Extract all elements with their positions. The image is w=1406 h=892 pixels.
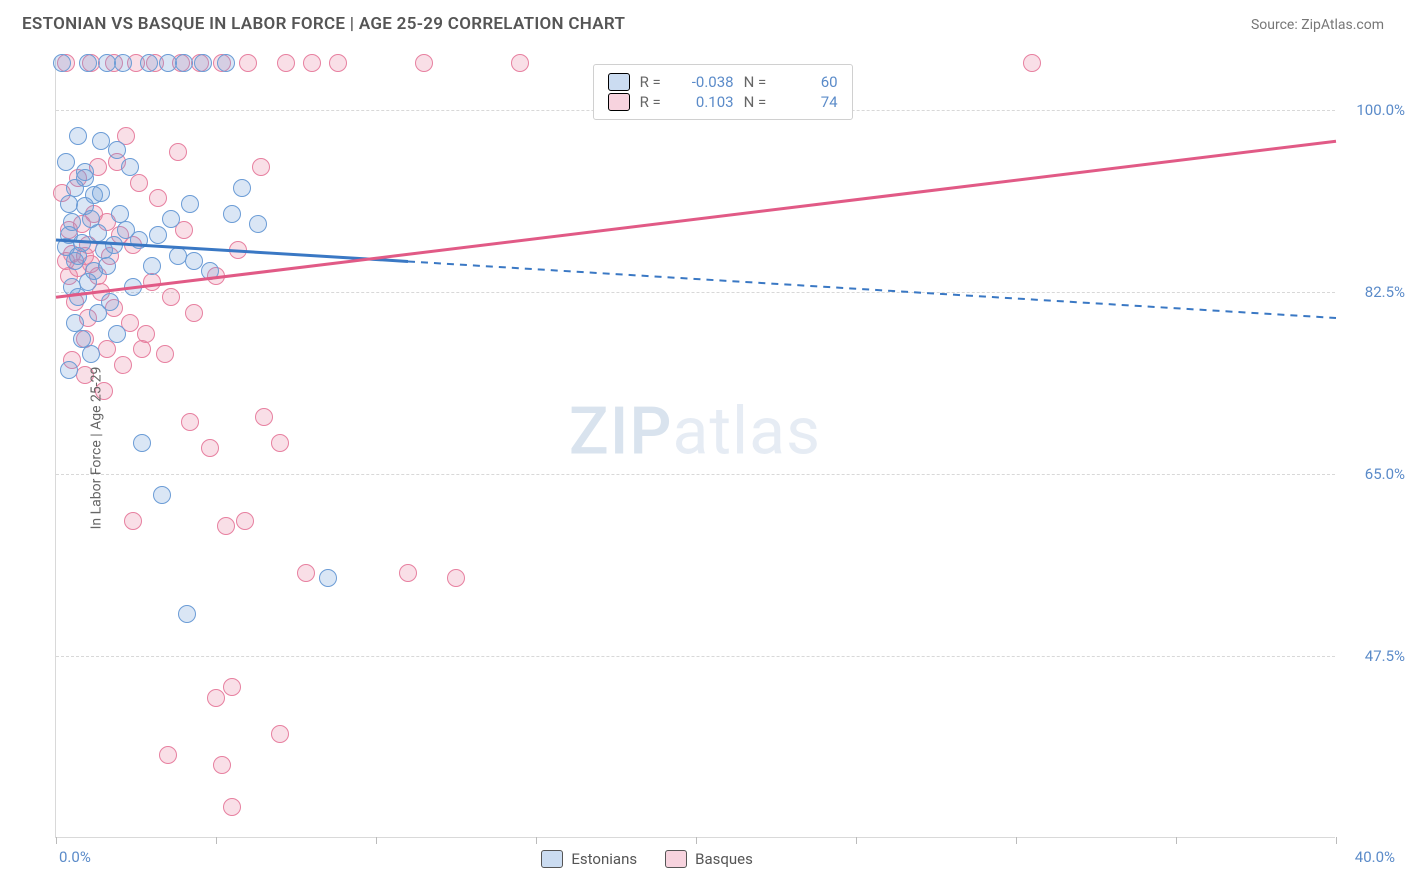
chart-title: ESTONIAN VS BASQUE IN LABOR FORCE | AGE … (22, 14, 625, 34)
legend-item-a: Estonians (541, 850, 637, 868)
legend-r-a: -0.038 (680, 73, 734, 91)
legend-n-label: N = (744, 93, 774, 111)
x-tick (1176, 837, 1177, 844)
y-tick-label: 82.5% (1365, 283, 1405, 301)
legend-r-label: R = (640, 93, 670, 111)
legend-row-b: R = 0.103 N = 74 (608, 93, 838, 111)
x-axis-max-label: 40.0% (1355, 848, 1395, 866)
legend-n-a: 60 (784, 73, 838, 91)
x-tick (216, 837, 217, 844)
swatch-series-b (608, 93, 630, 111)
series-a-name: Estonians (571, 850, 637, 868)
legend-n-label: N = (744, 73, 774, 91)
x-tick (376, 837, 377, 844)
y-tick-label: 100.0% (1356, 101, 1405, 119)
y-tick-label: 65.0% (1365, 465, 1405, 483)
series-b-name: Basques (695, 850, 753, 868)
legend-item-b: Basques (665, 850, 753, 868)
x-tick (856, 837, 857, 844)
y-tick-label: 47.5% (1365, 647, 1405, 665)
correlation-legend: R = -0.038 N = 60 R = 0.103 N = 74 (593, 64, 853, 120)
series-legend: Estonians Basques (541, 850, 752, 868)
legend-r-b: 0.103 (680, 93, 734, 111)
plot-frame: 100.0%82.5%65.0%47.5% (55, 58, 1335, 838)
x-tick (696, 837, 697, 844)
legend-n-b: 74 (784, 93, 838, 111)
x-tick (1336, 837, 1337, 844)
chart-area: 100.0%82.5%65.0%47.5% In Labor Force | A… (55, 58, 1335, 838)
y-axis-label: In Labor Force | Age 25-29 (88, 367, 104, 530)
swatch-series-a (608, 73, 630, 91)
swatch-series-b (665, 850, 687, 868)
source-attribution: Source: ZipAtlas.com (1251, 17, 1384, 33)
legend-r-label: R = (640, 73, 670, 91)
legend-row-a: R = -0.038 N = 60 (608, 73, 838, 91)
x-tick (536, 837, 537, 844)
x-tick (1016, 837, 1017, 844)
trend-lines (56, 58, 1335, 837)
x-axis-min-label: 0.0% (59, 848, 91, 866)
swatch-series-a (541, 850, 563, 868)
x-tick (56, 837, 57, 844)
